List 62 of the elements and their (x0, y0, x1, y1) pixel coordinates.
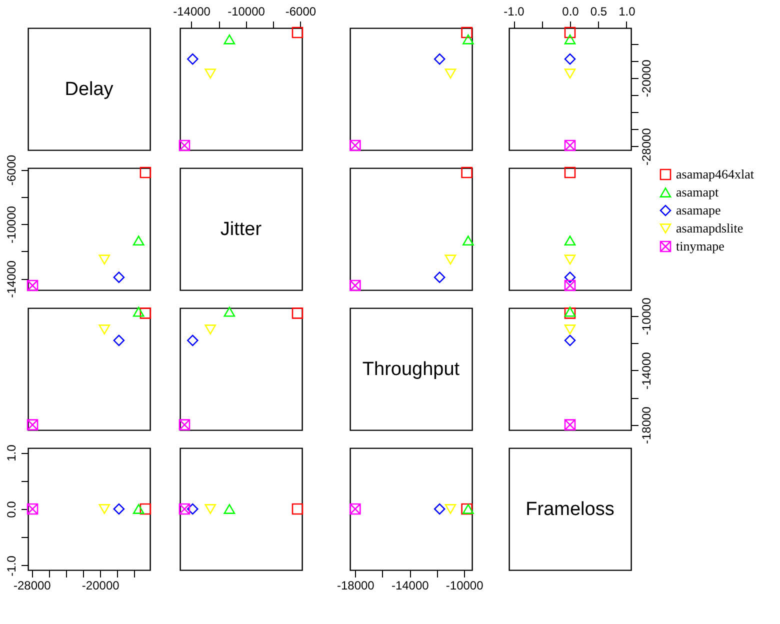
legend-label: asamapdslite (676, 220, 744, 236)
x-tick-label: -14000 (173, 4, 211, 18)
x-tick-label: -18000 (336, 578, 375, 592)
y-tick-label: -14000 (4, 260, 18, 298)
point (434, 53, 446, 65)
point (132, 236, 144, 246)
point (292, 26, 304, 38)
x-tick-label: -28000 (13, 578, 52, 592)
point (178, 419, 190, 430)
point (140, 308, 152, 319)
point (292, 308, 304, 319)
x-tick-label: 0.0 (562, 4, 580, 18)
y-tick-label: -20000 (640, 59, 654, 98)
point (461, 166, 472, 178)
point (187, 334, 198, 346)
text: Delay (64, 79, 114, 100)
y-tick-label: -18000 (640, 406, 654, 444)
point (224, 306, 236, 317)
text: Jitter (220, 219, 262, 240)
x-tick-label: -14000 (391, 578, 430, 592)
point (462, 34, 474, 44)
text: Throughput (362, 359, 460, 380)
legend-label: tinymape (676, 238, 725, 254)
point (132, 306, 144, 317)
point (204, 68, 216, 79)
legend-label: asamape (676, 202, 721, 218)
point (462, 236, 474, 246)
y-tick-label: -14000 (640, 352, 654, 390)
x-tick-label: -6000 (285, 4, 316, 18)
point (350, 280, 361, 292)
y-tick-label: -10000 (640, 297, 654, 336)
x-tick-label: 0.5 (590, 4, 608, 18)
legend-label: asamap464xlat (676, 166, 754, 182)
point (140, 166, 152, 178)
point (434, 272, 446, 283)
legend-label: asamapt (676, 184, 719, 200)
y-tick-label: -28000 (640, 128, 654, 166)
point (98, 254, 110, 265)
y-tick-label: -1.0 (4, 555, 18, 576)
point (350, 140, 361, 152)
point (178, 140, 190, 152)
y-tick-label: -10000 (4, 206, 18, 244)
point (224, 34, 236, 44)
x-tick-label: -1.0 (504, 4, 525, 18)
point (98, 324, 110, 334)
point (26, 280, 38, 292)
y-tick-label: 1.0 (4, 444, 18, 462)
point (26, 419, 38, 430)
point (461, 26, 472, 38)
x-tick-label: -10000 (228, 4, 266, 18)
point (444, 254, 456, 265)
text: Frameloss (526, 499, 614, 520)
point (113, 272, 125, 283)
x-tick-label: 1.0 (618, 4, 636, 18)
x-tick-label: -20000 (82, 578, 120, 592)
x-tick-label: -10000 (446, 578, 484, 592)
point (444, 68, 456, 79)
point (204, 324, 216, 334)
y-tick-label: 0.0 (4, 500, 18, 518)
y-tick-label: -6000 (4, 154, 18, 186)
point (187, 53, 198, 65)
point (113, 334, 125, 346)
